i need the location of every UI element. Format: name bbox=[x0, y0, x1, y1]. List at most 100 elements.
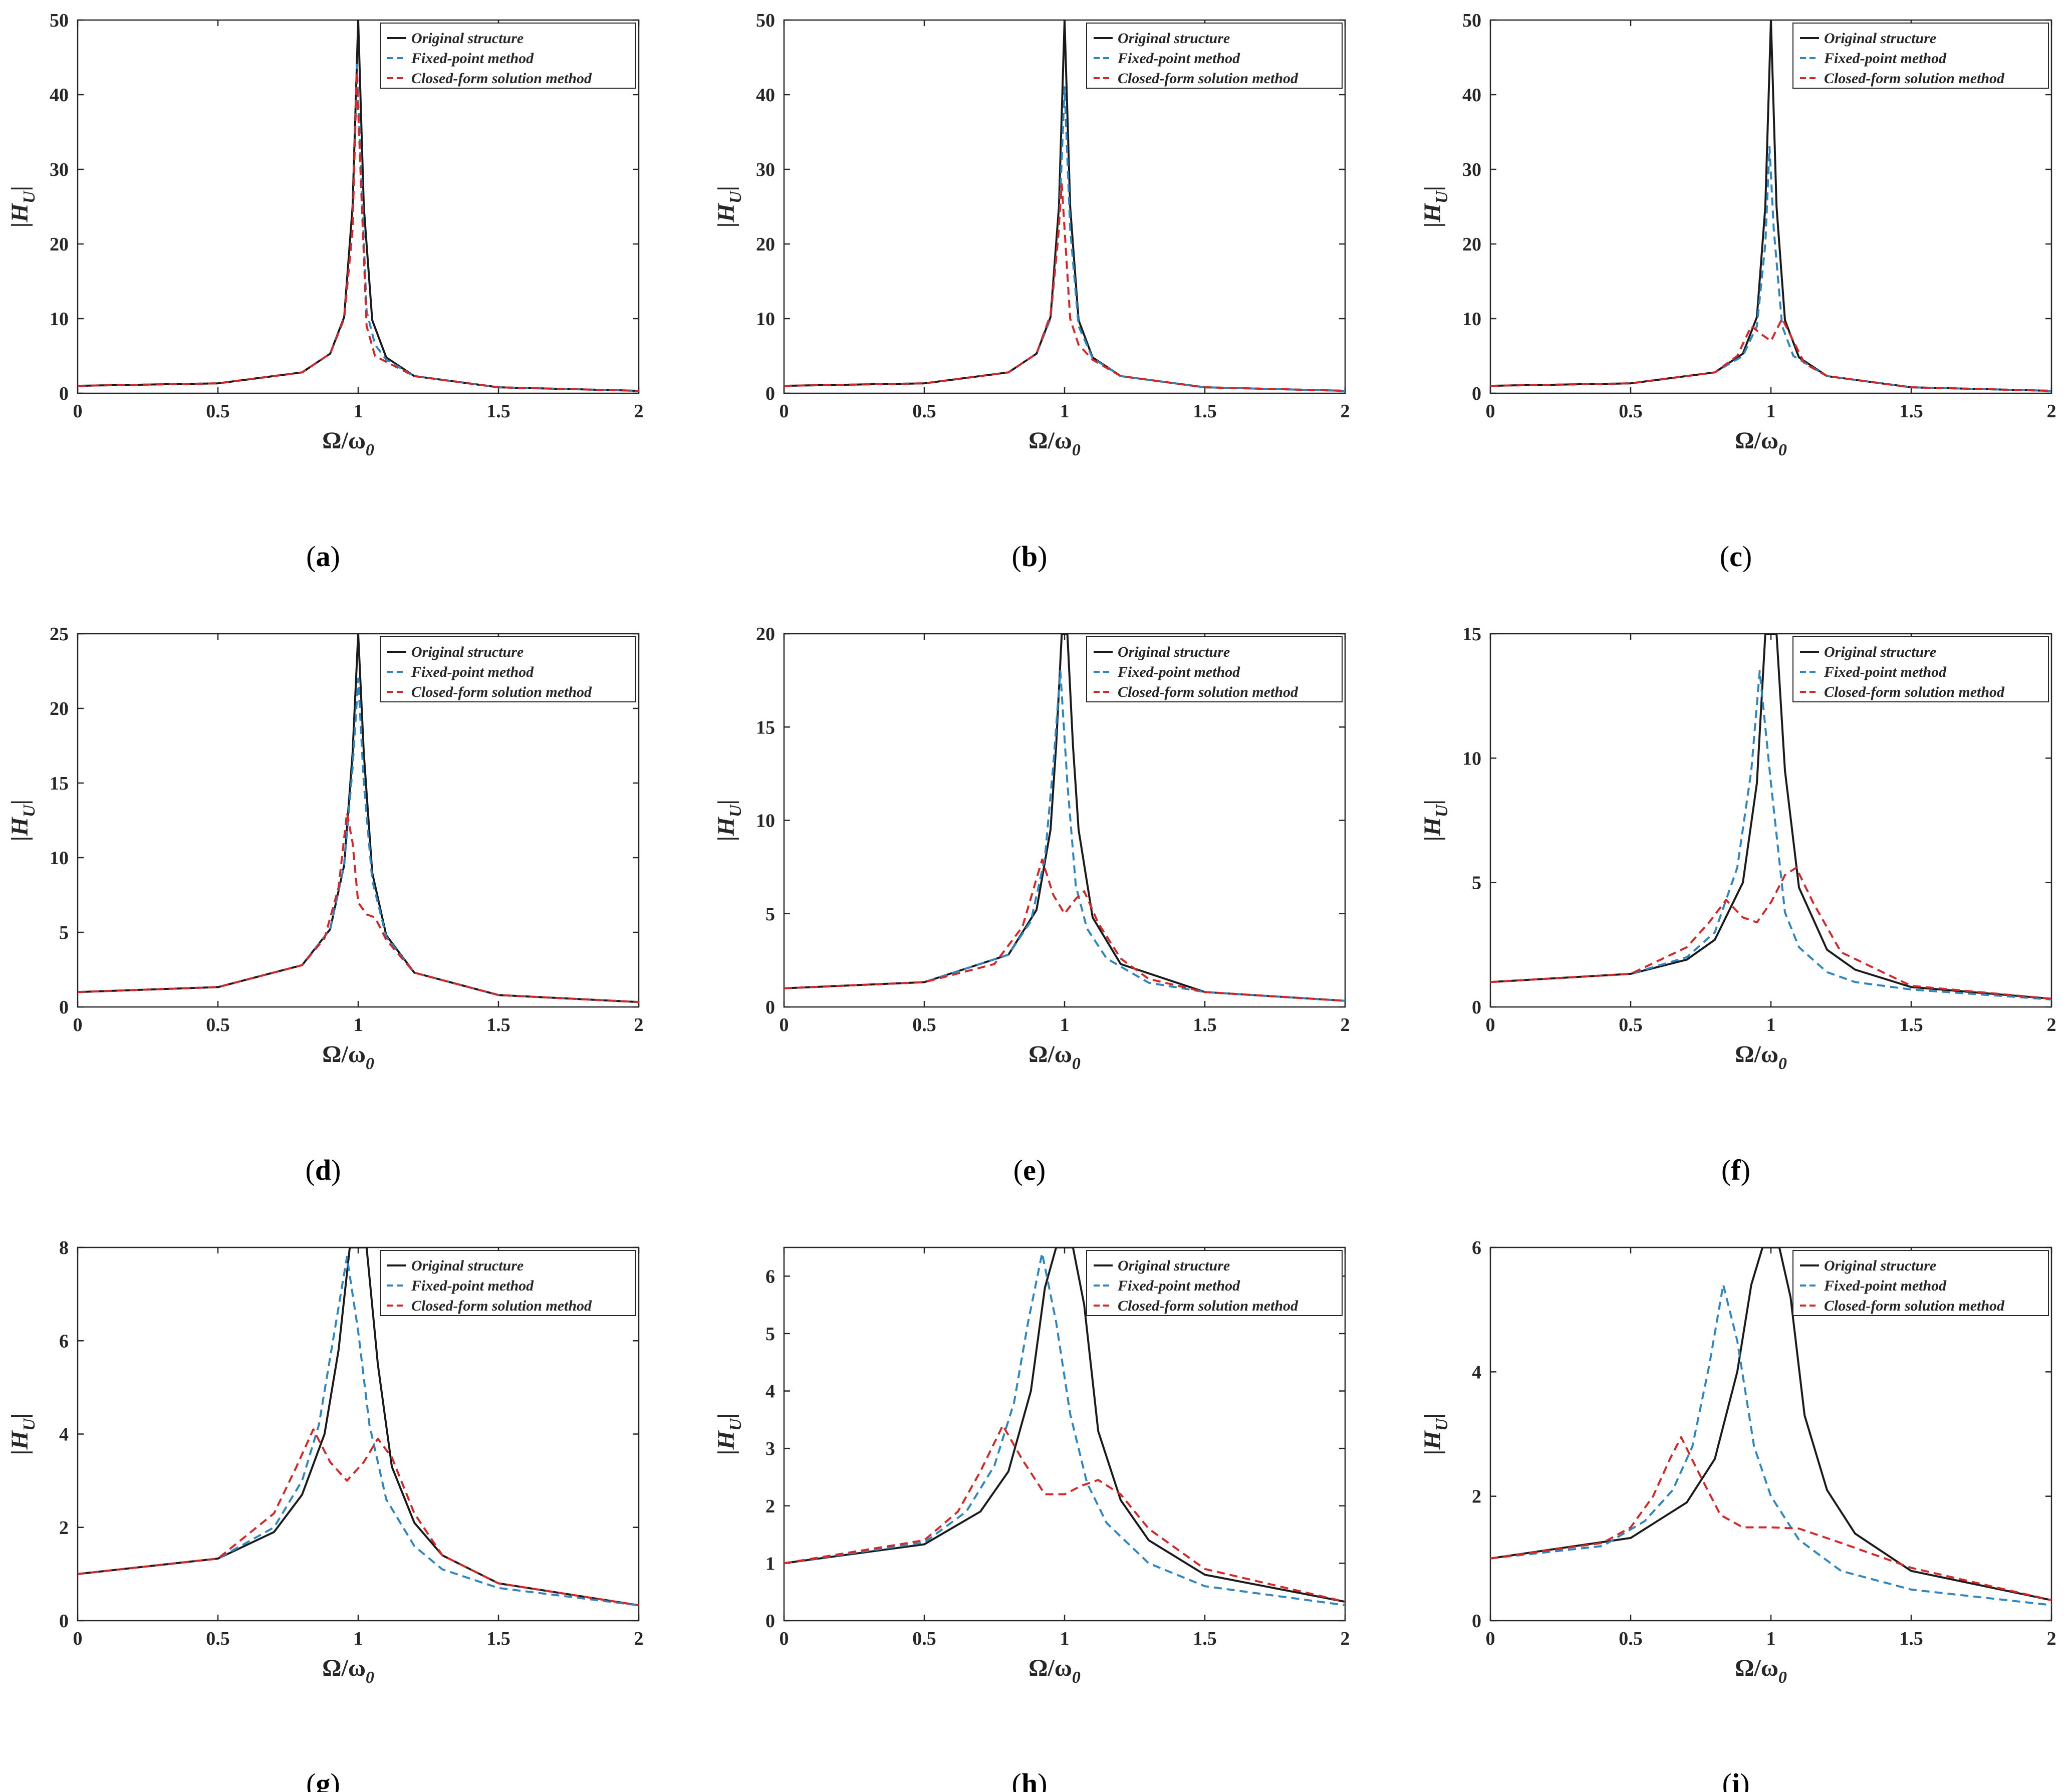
x-tick-label: 1 bbox=[354, 1014, 363, 1036]
y-axis-label-main: |H bbox=[1419, 1430, 1446, 1455]
series-line-closed-form-solution-method bbox=[78, 1428, 639, 1607]
y-tick-label: 10 bbox=[1462, 309, 1481, 330]
legend-label: Closed-form solution method bbox=[1824, 1298, 2005, 1314]
panel-label-open: ( bbox=[1012, 1767, 1021, 1792]
y-tick-label: 0 bbox=[1472, 1611, 1481, 1632]
x-tick-label: 1 bbox=[1060, 1628, 1070, 1649]
series-group bbox=[784, 634, 1345, 1002]
x-tick-label: 1.5 bbox=[1193, 1014, 1217, 1036]
panel-label-letter: h bbox=[1021, 1767, 1038, 1792]
legend-box bbox=[1086, 1250, 1343, 1316]
legend-label: Closed-form solution method bbox=[1824, 70, 2005, 87]
y-tick-label: 50 bbox=[1462, 10, 1481, 31]
x-axis-label-main: Ω/ω bbox=[1028, 1655, 1072, 1681]
y-axis-label-subscript: U bbox=[20, 804, 39, 817]
panel-g: 0 0.5 1 1.5 2 0 2 4 6 8 Original structure Fixed-po… bbox=[7, 1237, 644, 1792]
x-axis-label-main: Ω/ω bbox=[322, 427, 366, 454]
y-tick-label: 15 bbox=[756, 717, 775, 738]
series-line-closed-form-solution-method bbox=[78, 812, 639, 1003]
y-axis-label-subscript: U bbox=[726, 190, 745, 203]
panel-label-letter: i bbox=[1732, 1767, 1740, 1792]
y-tick-label: 6 bbox=[765, 1266, 775, 1287]
panel-label: (a) bbox=[306, 540, 340, 573]
legend-label: Original structure bbox=[1118, 1257, 1230, 1274]
y-axis-label-close: | bbox=[1419, 800, 1446, 805]
x-tick-label: 0.5 bbox=[912, 1628, 936, 1649]
y-tick-label: 20 bbox=[756, 624, 775, 645]
legend-box bbox=[380, 636, 636, 702]
legend-label: Original structure bbox=[411, 1257, 524, 1274]
y-tick-label: 15 bbox=[50, 773, 69, 794]
y-tick-label: 0 bbox=[765, 383, 775, 404]
x-tick-label: 0 bbox=[780, 1014, 789, 1036]
y-axis-label-close: | bbox=[713, 186, 739, 191]
x-tick-label: 1.5 bbox=[486, 401, 510, 422]
x-tick-label: 1 bbox=[1766, 401, 1776, 422]
x-tick-label: 0 bbox=[780, 1628, 789, 1649]
panel-label-letter: f bbox=[1731, 1154, 1741, 1186]
legend-label: Closed-form solution method bbox=[411, 684, 592, 700]
x-axis-label-subscript: 0 bbox=[1072, 1055, 1081, 1073]
panel-label-letter: a bbox=[316, 540, 331, 573]
x-tick-label: 2 bbox=[1341, 1628, 1350, 1649]
y-axis-label-main: |H bbox=[1419, 202, 1446, 227]
x-tick-label: 1.5 bbox=[1193, 1628, 1217, 1649]
y-axis-label-close: | bbox=[7, 800, 33, 805]
series-line-fixed-point-method bbox=[78, 64, 639, 392]
y-tick-label: 3 bbox=[765, 1438, 775, 1459]
y-axis-label: |HU| bbox=[713, 1413, 745, 1455]
y-tick-label: 30 bbox=[1462, 159, 1481, 180]
series-group bbox=[1490, 634, 2051, 1001]
series-line-fixed-point-method bbox=[78, 1255, 639, 1607]
x-tick-label: 2 bbox=[2047, 1014, 2056, 1036]
x-tick-label: 0 bbox=[1486, 1628, 1495, 1649]
x-tick-label: 2 bbox=[1341, 1014, 1350, 1036]
y-tick-label: 0 bbox=[59, 1611, 69, 1632]
series-line-original-structure bbox=[784, 1247, 1345, 1603]
y-tick-label: 30 bbox=[50, 159, 69, 180]
x-tick-label: 1.5 bbox=[1899, 1014, 1923, 1036]
panel-i: 0 0.5 1 1.5 2 0 2 4 6 Original structure Fixed-poi… bbox=[1419, 1237, 2056, 1792]
x-axis-label-subscript: 0 bbox=[1778, 1055, 1787, 1073]
y-axis-label: |HU| bbox=[1419, 800, 1451, 841]
x-tick-label: 0 bbox=[780, 401, 789, 422]
legend-box bbox=[1792, 23, 2049, 89]
series-line-closed-form-solution-method bbox=[784, 1424, 1345, 1603]
y-tick-label: 4 bbox=[1472, 1362, 1481, 1383]
series-line-fixed-point-method bbox=[78, 677, 639, 1003]
x-axis-label-main: Ω/ω bbox=[1735, 427, 1778, 454]
y-tick-label: 50 bbox=[50, 10, 69, 31]
legend-label: Fixed-point method bbox=[1824, 50, 1947, 67]
x-axis-label-main: Ω/ω bbox=[1735, 1041, 1778, 1068]
y-tick-label: 0 bbox=[1472, 997, 1481, 1018]
panel-label-close: ) bbox=[1036, 1154, 1046, 1186]
series-line-closed-form-solution-method bbox=[784, 858, 1345, 1002]
panel-label: (e) bbox=[1013, 1154, 1046, 1186]
y-tick-label: 5 bbox=[1472, 873, 1481, 894]
panel-label-open: ( bbox=[1012, 540, 1021, 573]
panel-label-close: ) bbox=[331, 540, 340, 573]
x-axis-label: Ω/ω0 bbox=[1028, 1655, 1081, 1687]
y-tick-label: 5 bbox=[765, 1324, 775, 1345]
y-tick-label: 2 bbox=[1472, 1486, 1481, 1507]
legend-label: Fixed-point method bbox=[1117, 664, 1240, 680]
y-tick-label: 2 bbox=[59, 1517, 69, 1539]
x-axis-label: Ω/ω0 bbox=[1735, 1041, 1787, 1073]
series-group bbox=[1490, 20, 2051, 392]
x-tick-label: 2 bbox=[2047, 1628, 2056, 1649]
panel-label: (f) bbox=[1721, 1154, 1750, 1186]
x-tick-label: 2 bbox=[1341, 401, 1350, 422]
y-axis-label: |HU| bbox=[7, 186, 39, 227]
panel-label-open: ( bbox=[1013, 1154, 1023, 1186]
panel-label-open: ( bbox=[1721, 1154, 1731, 1186]
y-tick-label: 40 bbox=[756, 85, 775, 106]
y-axis-label-close: | bbox=[713, 1413, 739, 1419]
y-axis-label-subscript: U bbox=[20, 190, 39, 203]
panel-f: 0 0.5 1 1.5 2 0 5 10 15 Original structure Fixed-p… bbox=[1419, 624, 2056, 1186]
series-group bbox=[784, 20, 1345, 392]
x-tick-label: 0.5 bbox=[912, 1014, 936, 1036]
legend-label: Original structure bbox=[1824, 644, 1936, 660]
